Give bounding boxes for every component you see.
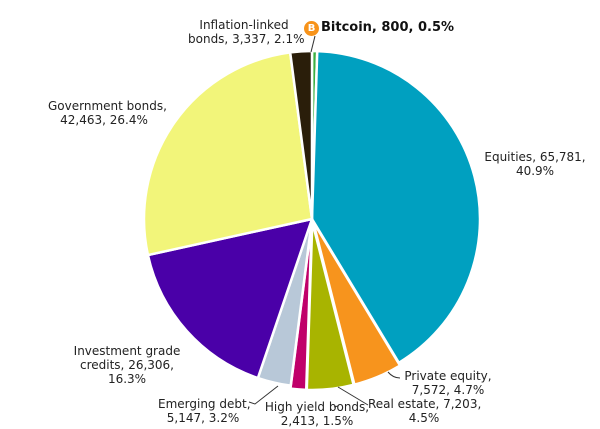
pie-slice-inflation-linked-bonds (288, 49, 314, 221)
leader-emerging-debt (248, 385, 279, 405)
pie-slice-investment-grade-credits (146, 217, 314, 380)
label-private-line2: 7,572, 4.7% (411, 383, 485, 397)
label-equities-line1: Equities, 65,781, (484, 150, 586, 164)
pie-slice-equities (310, 49, 482, 365)
label-investment-grade: Investment grade credits, 26,306, 16.3% (72, 344, 182, 386)
leader-private-equity (387, 371, 401, 379)
label-private-line1: Private equity, (404, 369, 492, 383)
label-government-line1: Government bonds, (48, 99, 167, 113)
label-highyield-line1: High yield bonds, (264, 400, 370, 414)
bitcoin-icon: B (304, 21, 319, 36)
leader-bitcoin (310, 35, 316, 53)
label-highyield-line2: 2,413, 1.5% (280, 414, 354, 428)
label-realestate-line2: 4.5% (408, 411, 440, 425)
label-bitcoin: Bitcoin, 800, 0.5% (321, 20, 455, 35)
label-emerging-debt: Emerging debt, 5,147, 3.2% (158, 397, 251, 425)
pie-slice-government-bonds (142, 51, 314, 257)
label-high-yield-bonds: High yield bonds, 2,413, 1.5% (262, 400, 372, 428)
label-emerging-line2: 5,147, 3.2% (166, 411, 240, 425)
label-investment-line3: 16.3% (107, 372, 147, 386)
label-equities-line2: 40.9% (515, 164, 555, 178)
label-government-line2: 42,463, 26.4% (60, 113, 148, 127)
leader-high-yield (333, 405, 339, 408)
label-equities: Equities, 65,781, 40.9% (480, 150, 590, 178)
label-inflation-line1: Inflation-linked (199, 18, 289, 32)
label-emerging-line1: Emerging debt, (158, 397, 251, 411)
pie-slices (142, 49, 482, 392)
label-inflation-linked: Inflation-linked bonds, 3,337, 2.1% (188, 18, 305, 46)
label-private-equity: Private equity, 7,572, 4.7% (398, 369, 498, 397)
label-investment-line1: Investment grade (73, 344, 181, 358)
leader-lines (248, 35, 401, 408)
label-investment-line2: credits, 26,306, (80, 358, 174, 372)
label-realestate-line1: Real estate, 7,203, (368, 397, 482, 411)
label-government-bonds: Government bonds, 42,463, 26.4% (48, 99, 167, 127)
label-inflation-line2: bonds, 3,337, 2.1% (188, 32, 305, 46)
leader-real-estate (337, 386, 369, 406)
label-real-estate: Real estate, 7,203, 4.5% (368, 397, 482, 425)
